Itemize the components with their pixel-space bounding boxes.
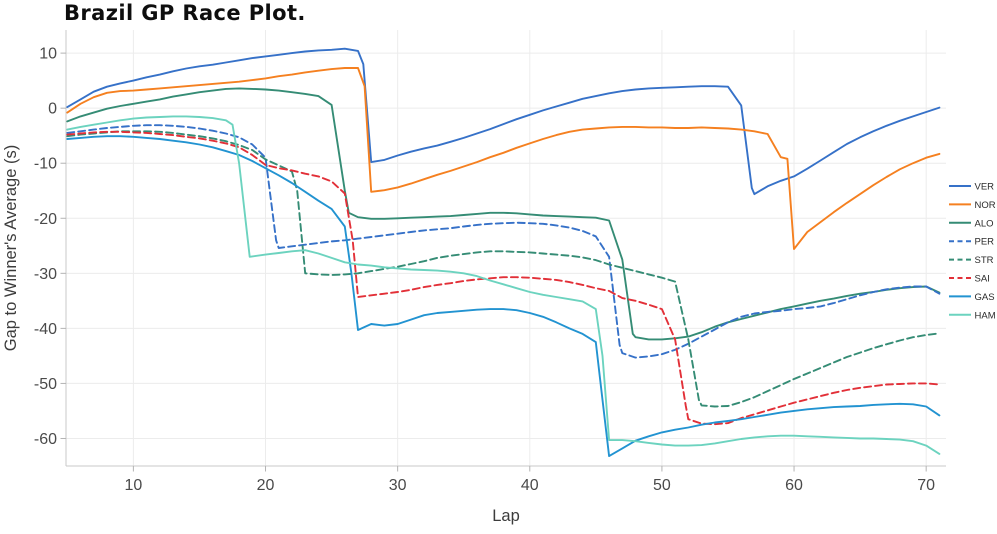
legend-item-STR: STR [949, 255, 994, 266]
legend-item-PER: PER [949, 237, 994, 248]
series-line-PER [66, 124, 941, 359]
axes [60, 30, 946, 472]
series-line-SAI [66, 130, 941, 426]
x-tick-label-20: 20 [257, 477, 275, 494]
legend-label-PER: PER [975, 237, 995, 248]
series-line-HAM [66, 115, 941, 455]
x-tick-label-10: 10 [124, 477, 142, 494]
legend-item-ALO: ALO [949, 218, 994, 229]
series-line-GAS [66, 135, 941, 458]
legend-item-SAI: SAI [949, 274, 990, 285]
y-tick-label--50: -50 [34, 376, 57, 393]
legend-label-NOR: NOR [975, 200, 996, 211]
legend-label-ALO: ALO [975, 218, 994, 229]
series-line-ALO [66, 87, 941, 341]
legend-label-VER: VER [975, 182, 995, 193]
legend-label-SAI: SAI [975, 274, 990, 285]
legend: VER NOR ALO PER STR SAI GAS HAM [949, 182, 996, 321]
legend-item-GAS: GAS [949, 292, 995, 303]
series-line-NOR [66, 67, 941, 251]
y-tick-label--40: -40 [34, 321, 57, 338]
y-axis-title: Gap to Winner's Average (s) [2, 145, 20, 351]
y-tick-label-10: 10 [39, 46, 57, 63]
y-tick-label--20: -20 [34, 211, 57, 228]
x-tick-label-70: 70 [917, 477, 935, 494]
x-axis-title: Lap [492, 507, 520, 525]
legend-item-VER: VER [949, 182, 994, 193]
legend-item-NOR: NOR [949, 200, 996, 211]
y-tick-label--60: -60 [34, 431, 57, 448]
legend-item-HAM: HAM [949, 310, 996, 321]
y-tick-labels: 10 0 -10 -20 -30 -40 -50 -60 [34, 46, 57, 448]
legend-label-HAM: HAM [975, 310, 996, 321]
series-line-VER [66, 47, 941, 196]
x-tick-label-30: 30 [389, 477, 407, 494]
x-tick-label-50: 50 [653, 477, 671, 494]
y-tick-label--30: -30 [34, 266, 57, 283]
series-line-STR [66, 130, 941, 408]
x-tick-label-60: 60 [785, 477, 803, 494]
x-tick-label-40: 40 [521, 477, 539, 494]
legend-label-GAS: GAS [975, 292, 995, 303]
chart-title: Brazil GP Race Plot. [64, 1, 306, 25]
y-tick-label-0: 0 [48, 101, 57, 118]
x-tick-labels: 10 20 30 40 50 60 70 [124, 477, 935, 494]
legend-label-STR: STR [975, 255, 994, 266]
series-lines [66, 47, 941, 458]
gridlines [66, 30, 946, 466]
y-tick-label--10: -10 [34, 156, 57, 173]
